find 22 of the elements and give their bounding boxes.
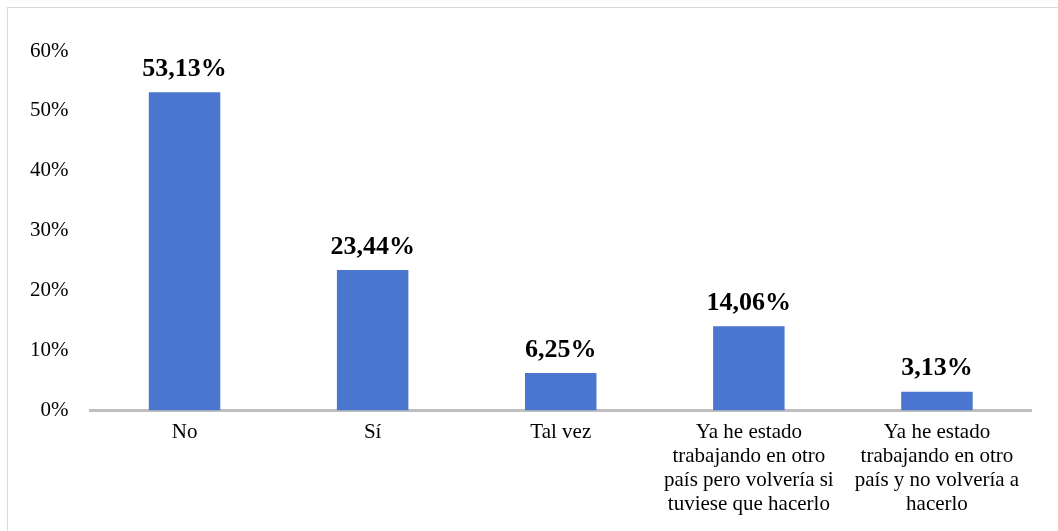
bar xyxy=(525,372,597,411)
data-label: 23,44% xyxy=(330,230,415,260)
y-tick-label: 60% xyxy=(29,37,69,62)
y-tick-label: 40% xyxy=(29,157,69,182)
data-label: 6,25% xyxy=(525,333,597,363)
x-tick-label: No xyxy=(171,418,198,443)
bar xyxy=(148,92,221,411)
x-tick-label: Ya he estado trabajando en otro país pero volvería si tuviese que hacerlo xyxy=(664,418,834,516)
data-label: 3,13% xyxy=(901,352,973,382)
y-tick-label: 10% xyxy=(29,337,69,362)
data-label: 14,06% xyxy=(706,286,792,316)
data-label: 53,13% xyxy=(142,52,227,82)
bar xyxy=(713,326,785,411)
y-tick-label: 50% xyxy=(29,97,69,122)
x-tick-label: Sí xyxy=(363,418,382,443)
bar xyxy=(901,391,973,411)
x-tick-label: Tal vez xyxy=(530,418,592,443)
x-tick-label: Ya he estado trabajando en otro país y no volvería a hacerlo xyxy=(854,418,1020,516)
y-tick-label: 20% xyxy=(29,277,69,302)
y-tick-label: 0% xyxy=(40,396,69,421)
bar xyxy=(336,269,409,411)
y-tick-label: 30% xyxy=(29,217,69,242)
